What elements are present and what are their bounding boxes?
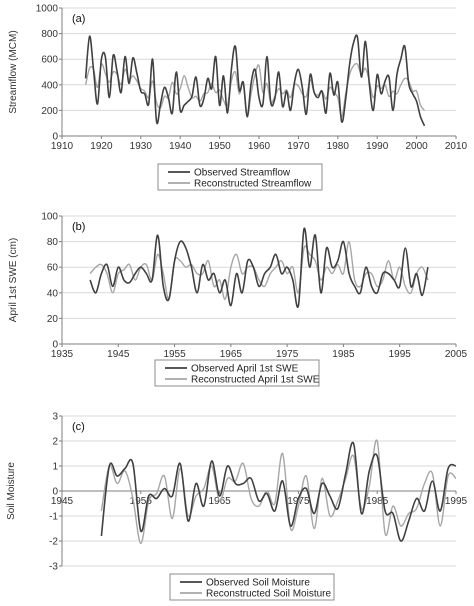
x-tick-label: 1930: [130, 141, 153, 152]
x-tick-label: 1990: [366, 141, 389, 152]
legend-entry: Observed Streamflow: [194, 168, 291, 179]
x-tick-label: 1985: [366, 496, 389, 507]
y-tick-label: -1: [49, 512, 58, 523]
y-tick-label: 40: [47, 288, 59, 299]
y-tick-label: 0: [52, 487, 58, 498]
chart-panel-2: 0 20 40 60 80 100 1935 1945 1955 1965 1975 1985 1995…: [8, 212, 468, 387]
y-tick-label: 20: [47, 314, 59, 325]
x-tick-label: 1995: [445, 496, 468, 507]
x-tick-label: 1910: [51, 141, 74, 152]
y-tick-label: 1000: [36, 4, 59, 15]
observed-series-line: [100, 441, 457, 542]
x-tick-label: 1975: [287, 496, 310, 507]
legend-entry: Reconstructed April 1st SWE: [191, 375, 320, 386]
y-tick-label: 3: [52, 412, 58, 423]
y-tick-label: 800: [41, 29, 58, 40]
x-tick-label: 1960: [248, 141, 271, 152]
chart-panel-1: 0 200 400 600 800 1000 1910 1920 1930 1940 1950 196…: [8, 4, 468, 191]
x-tick-label: 1970: [287, 141, 310, 152]
y-tick-label: 200: [41, 106, 58, 117]
legend-entry: Observed Soil Moisture: [206, 578, 310, 589]
legend-box: [157, 163, 323, 191]
x-tick-label: 2010: [445, 141, 468, 152]
legend-entry: Observed April 1st SWE: [191, 364, 299, 375]
y-tick-label: 100: [41, 212, 58, 223]
legend-entry: Reconstructed Soil Moisture: [206, 589, 331, 600]
reconstructed-series-line: [89, 240, 429, 300]
legend-box: [154, 359, 320, 387]
y-tick-label: 0: [52, 340, 58, 351]
x-tick-label: 1920: [90, 141, 113, 152]
panel-label: (a): [72, 13, 85, 25]
y-axis-label: April 1st SWE (cm): [8, 238, 19, 322]
y-tick-label: 0: [52, 132, 58, 143]
y-tick-label: 60: [47, 263, 59, 274]
x-tick-label: 1965: [220, 349, 243, 360]
x-tick-label: 1980: [327, 141, 350, 152]
y-tick-label: 400: [41, 80, 58, 91]
y-tick-label: 2: [52, 437, 58, 448]
y-tick-label: 1: [52, 462, 58, 473]
y-tick-label: 600: [41, 55, 58, 66]
legend-entry: Reconstructed Streamflow: [194, 179, 312, 190]
x-tick-label: 1975: [276, 349, 299, 360]
x-tick-label: 1955: [163, 349, 186, 360]
x-tick-label: 1945: [107, 349, 130, 360]
reconstructed-series-line: [100, 439, 457, 545]
panel-label: (b): [72, 221, 85, 233]
y-axis-label: Streamflow (MCM): [8, 30, 19, 113]
x-tick-label: 2005: [445, 349, 468, 360]
x-tick-label: 1945: [51, 496, 74, 507]
x-tick-label: 1985: [332, 349, 355, 360]
legend-box: [169, 573, 335, 601]
y-tick-label: 80: [47, 237, 59, 248]
x-tick-label: 1955: [130, 496, 153, 507]
x-tick-label: 1935: [51, 349, 74, 360]
y-axis-label: Soil Moisture: [6, 462, 17, 520]
panel-label: (c): [72, 421, 85, 433]
observed-series-line: [89, 227, 429, 309]
y-tick-label: -2: [49, 537, 58, 548]
y-tick-label: -3: [49, 562, 58, 573]
x-tick-label: 1940: [169, 141, 192, 152]
observed-series-line: [84, 34, 426, 127]
x-tick-label: 1995: [389, 349, 412, 360]
x-tick-label: 2000: [405, 141, 428, 152]
x-tick-label: 1950: [208, 141, 231, 152]
